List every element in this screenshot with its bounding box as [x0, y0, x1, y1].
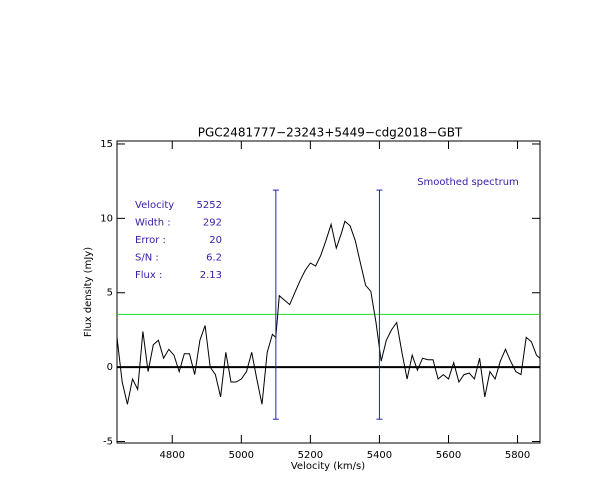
chart-title: PGC2481777−23243+5449−cdg2018−GBT	[198, 126, 463, 140]
stat-label: Flux :	[135, 270, 162, 281]
legend-text: Smoothed spectrum	[417, 177, 519, 188]
x-tick-label: 5800	[505, 450, 530, 461]
stat-label: S/N :	[135, 253, 159, 264]
stat-value: 292	[203, 218, 222, 229]
x-tick-label: 5200	[298, 450, 323, 461]
stat-value: 6.2	[206, 253, 222, 264]
x-axis-label: Velocity (km/s)	[291, 461, 365, 472]
y-axis-label: Flux density (mJy)	[83, 247, 94, 337]
y-tick-label: 0	[107, 362, 113, 373]
y-tick-label: 15	[100, 139, 113, 150]
stat-value: 5252	[197, 200, 222, 211]
stat-value: 2.13	[200, 270, 222, 281]
y-tick-label: 5	[107, 288, 113, 299]
y-tick-label: -5	[103, 437, 113, 448]
x-tick-label: 5400	[367, 450, 392, 461]
x-tick-label: 4800	[160, 450, 185, 461]
stat-value: 20	[209, 235, 222, 246]
x-tick-label: 5000	[229, 450, 254, 461]
y-tick-label: 10	[100, 213, 113, 224]
stat-label: Velocity	[135, 200, 174, 211]
stat-label: Error :	[135, 235, 166, 246]
stat-label: Width :	[135, 218, 171, 229]
x-tick-label: 5600	[436, 450, 461, 461]
plot-frame	[116, 140, 541, 444]
spectrum-line	[116, 220, 541, 405]
